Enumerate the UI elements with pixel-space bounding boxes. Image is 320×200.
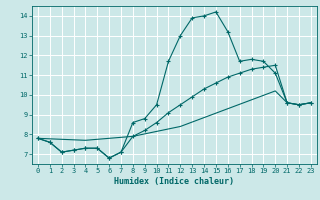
X-axis label: Humidex (Indice chaleur): Humidex (Indice chaleur) (115, 177, 234, 186)
